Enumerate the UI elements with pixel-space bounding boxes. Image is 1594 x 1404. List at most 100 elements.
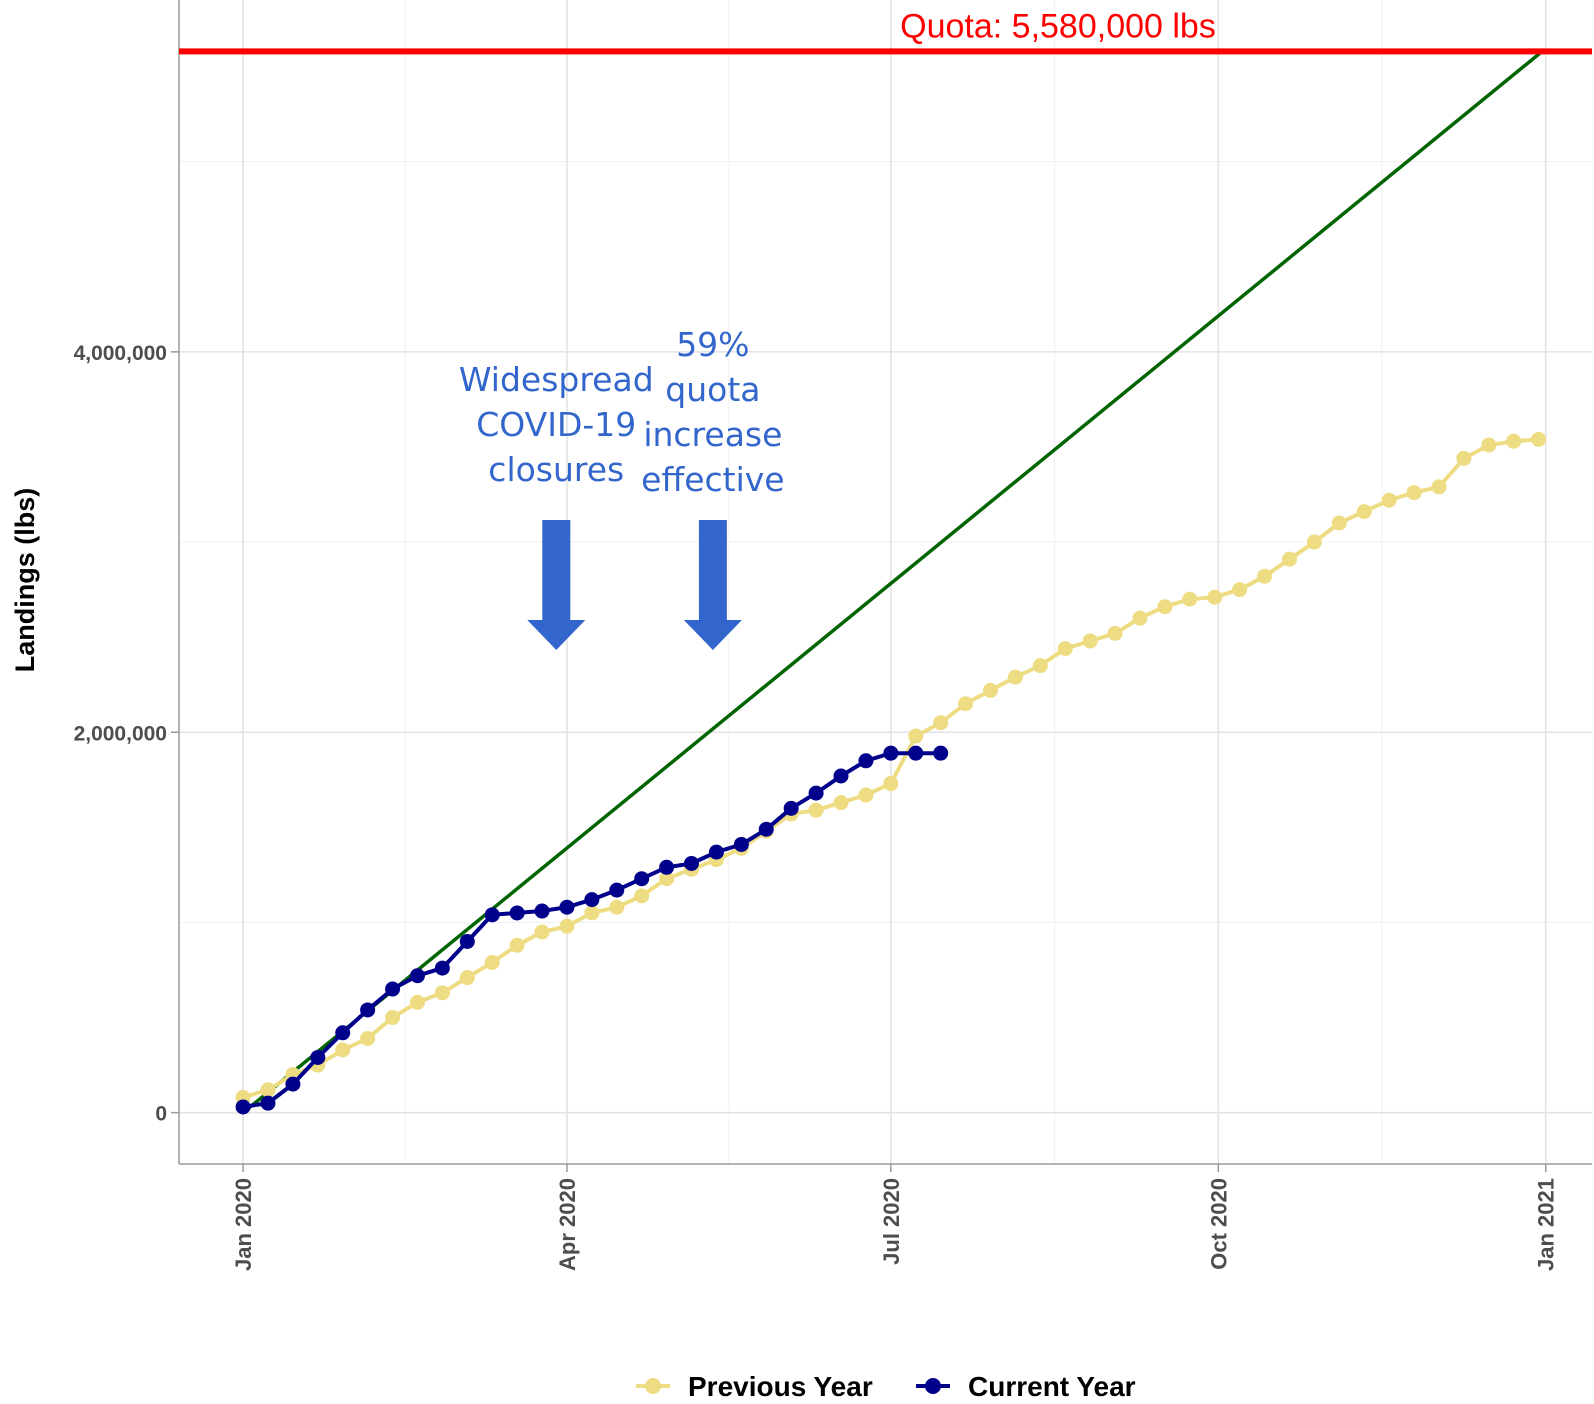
target-line	[241, 49, 1544, 1115]
tick-labels: 0 2,000,000 4,000,000 Jan 2020 Apr 2020 Jul 2…	[74, 342, 1559, 1271]
x-tick-label: Jul 2020	[879, 1178, 904, 1265]
previous-year-point	[1281, 551, 1297, 567]
previous-year-point	[1207, 589, 1223, 605]
previous-year-point	[1356, 504, 1372, 520]
current-year-point	[733, 836, 749, 852]
previous-year-point	[908, 728, 924, 744]
previous-year-point	[1331, 515, 1347, 531]
y-tick-label: 2,000,000	[74, 722, 167, 745]
legend-label-current-year: Current Year	[968, 1371, 1136, 1402]
previous-year-point	[1531, 431, 1547, 447]
current-year-point	[360, 1002, 376, 1018]
current-year-point	[808, 785, 824, 801]
current-year-point	[634, 871, 650, 887]
current-year-point	[534, 903, 550, 919]
annotation-line: closures	[488, 450, 624, 489]
x-tick-label: Jan 2020	[231, 1178, 256, 1271]
previous-year-point	[634, 888, 650, 904]
previous-year-point	[1157, 599, 1173, 615]
current-year-point	[509, 905, 525, 921]
previous-year-point	[858, 787, 874, 803]
annotation-line: increase	[643, 415, 782, 454]
axes	[171, 0, 1592, 1172]
previous-year-point	[1456, 450, 1472, 466]
down-arrow	[683, 520, 742, 650]
current-year-point	[883, 745, 899, 761]
previous-year-point	[1032, 658, 1048, 674]
previous-year-point	[982, 682, 998, 698]
current-year-point	[335, 1025, 351, 1041]
x-tick-label: Apr 2020	[555, 1178, 580, 1271]
previous-year-point	[1182, 591, 1198, 607]
down-arrow	[527, 520, 586, 650]
current-year-point	[609, 882, 625, 898]
previous-year-point	[1257, 568, 1273, 584]
previous-year-point	[584, 905, 600, 921]
y-tick-label: 4,000,000	[74, 342, 167, 365]
previous-year-point	[459, 970, 475, 986]
previous-year-point	[434, 985, 450, 1001]
current-year-point	[783, 800, 799, 816]
legend: Previous Year Current Year	[636, 1371, 1136, 1402]
previous-year-point	[1107, 625, 1123, 641]
annotation-line: 59%	[676, 325, 749, 364]
previous-year-point	[1506, 433, 1522, 449]
previous-year-point	[1381, 492, 1397, 508]
current-year-point	[409, 968, 425, 984]
legend-label-previous-year: Previous Year	[688, 1371, 873, 1402]
current-year-point	[933, 745, 949, 761]
y-tick-label: 0	[155, 1103, 167, 1126]
current-year-point	[708, 844, 724, 860]
annotation-line: quota	[665, 370, 760, 409]
current-year-point	[459, 933, 475, 949]
previous-year-point	[958, 696, 974, 712]
annotation-text: Widespread COVID-19 closures	[459, 360, 654, 489]
annotation-line: COVID-19	[476, 405, 636, 444]
previous-year-point	[1481, 437, 1497, 453]
quota-layer: Quota: 5,580,000 lbs	[179, 7, 1592, 55]
y-axis-title: Landings (lbs)	[10, 488, 40, 673]
current-year-point	[260, 1095, 276, 1111]
previous-year-point	[260, 1082, 276, 1098]
previous-year-point	[1082, 633, 1098, 649]
legend-marker-current-year	[925, 1378, 941, 1394]
current-year-point	[908, 745, 924, 761]
previous-year-point	[883, 776, 899, 792]
current-year-point	[385, 981, 401, 997]
previous-year-point	[484, 954, 500, 970]
current-year-point	[559, 899, 575, 915]
current-year-point	[833, 768, 849, 784]
legend-marker-previous-year	[645, 1378, 661, 1394]
previous-year-point	[335, 1042, 351, 1058]
annotation-text: 59% quota increase effective	[641, 325, 784, 499]
annotation-line: effective	[641, 460, 784, 499]
previous-year-point	[833, 795, 849, 811]
annotation-line: Widespread	[459, 360, 654, 399]
current-year-point	[484, 907, 500, 923]
current-year-point	[310, 1049, 326, 1065]
previous-year-point	[409, 994, 425, 1010]
series-layer	[235, 431, 1547, 1115]
current-year-point	[434, 960, 450, 976]
previous-year-point	[1406, 485, 1422, 501]
previous-year-point	[933, 715, 949, 731]
current-year-point	[285, 1076, 301, 1092]
x-tick-label: Jan 2021	[1534, 1178, 1559, 1271]
previous-year-point	[808, 802, 824, 818]
current-year-point	[235, 1099, 251, 1115]
current-year-point	[758, 821, 774, 837]
previous-year-point	[1306, 534, 1322, 550]
previous-year-point	[534, 924, 550, 940]
x-tick-label: Oct 2020	[1206, 1178, 1231, 1270]
previous-year-point	[1057, 641, 1073, 657]
previous-year-point	[609, 899, 625, 915]
current-year-point	[858, 753, 874, 769]
previous-year-point	[385, 1010, 401, 1026]
previous-year-point	[1007, 669, 1023, 685]
previous-year-point	[659, 871, 675, 887]
annotations-layer: Widespread COVID-19 closures 59% quota increa…	[459, 325, 785, 650]
current-year-point	[684, 855, 700, 871]
target-line-layer	[241, 49, 1544, 1115]
current-year-point	[659, 859, 675, 875]
previous-year-point	[559, 918, 575, 934]
